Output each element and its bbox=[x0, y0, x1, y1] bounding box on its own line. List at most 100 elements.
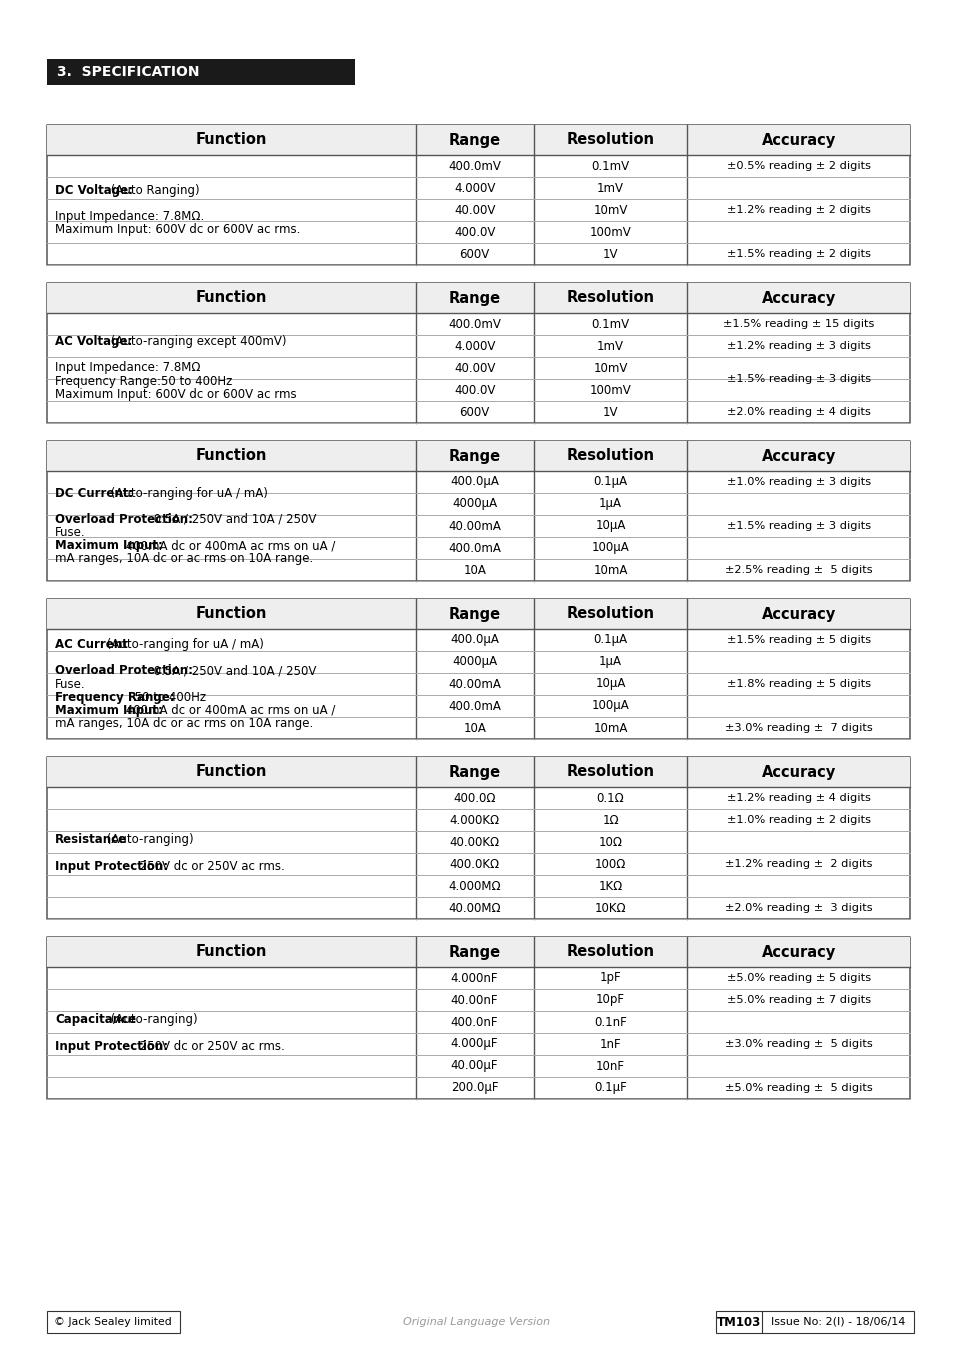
Text: 400.0mV: 400.0mV bbox=[448, 160, 500, 172]
Text: AC Voltage:: AC Voltage: bbox=[55, 336, 132, 348]
Text: (Auto-ranging for uA / mA): (Auto-ranging for uA / mA) bbox=[103, 638, 263, 651]
Text: (Auto-ranging): (Auto-ranging) bbox=[103, 833, 193, 846]
Text: ±1.2% reading ± 4 digits: ±1.2% reading ± 4 digits bbox=[726, 793, 870, 803]
Text: Function: Function bbox=[195, 133, 267, 148]
Text: 4.000MΩ: 4.000MΩ bbox=[448, 880, 500, 892]
Text: 400.0mV: 400.0mV bbox=[448, 317, 500, 330]
Text: ±3.0% reading ±  7 digits: ±3.0% reading ± 7 digits bbox=[724, 723, 872, 733]
Text: Maximum Input:: Maximum Input: bbox=[55, 704, 163, 716]
Text: ±5.0% reading ±  5 digits: ±5.0% reading ± 5 digits bbox=[724, 1083, 872, 1093]
Text: 100mV: 100mV bbox=[589, 383, 631, 397]
Text: ±1.8% reading ± 5 digits: ±1.8% reading ± 5 digits bbox=[726, 678, 870, 689]
Text: (Auto Ranging): (Auto Ranging) bbox=[108, 184, 200, 196]
Text: 100μA: 100μA bbox=[591, 700, 629, 712]
Text: 0.1μF: 0.1μF bbox=[594, 1082, 626, 1094]
Bar bbox=[47, 125, 909, 154]
Text: 40.00mA: 40.00mA bbox=[448, 520, 500, 532]
Text: ±0.5% reading ± 2 digits: ±0.5% reading ± 2 digits bbox=[726, 161, 870, 171]
Text: 400.0KΩ: 400.0KΩ bbox=[449, 857, 499, 871]
Text: Frequency Range:: Frequency Range: bbox=[55, 691, 174, 704]
Text: 10A: 10A bbox=[463, 722, 485, 734]
Text: 100mV: 100mV bbox=[589, 226, 631, 238]
Text: 400.0μA: 400.0μA bbox=[450, 475, 498, 489]
Text: Range: Range bbox=[448, 765, 500, 780]
Text: Resistance: Resistance bbox=[55, 833, 127, 846]
Text: ±1.0% reading ± 2 digits: ±1.0% reading ± 2 digits bbox=[726, 815, 870, 825]
Text: 1μA: 1μA bbox=[598, 655, 621, 669]
Text: 1mV: 1mV bbox=[597, 340, 623, 352]
Text: 10pF: 10pF bbox=[596, 994, 624, 1006]
Text: 4000μA: 4000μA bbox=[452, 655, 497, 669]
Text: Capacitance: Capacitance bbox=[55, 1013, 136, 1026]
Text: ±1.0% reading ± 3 digits: ±1.0% reading ± 3 digits bbox=[726, 477, 870, 487]
Bar bbox=[47, 441, 909, 471]
Text: (Auto-ranging): (Auto-ranging) bbox=[108, 1013, 198, 1026]
Text: 4000μA: 4000μA bbox=[452, 497, 497, 510]
Text: 10mV: 10mV bbox=[593, 203, 627, 217]
Text: TM103: TM103 bbox=[716, 1316, 760, 1328]
Text: ±1.5% reading ± 2 digits: ±1.5% reading ± 2 digits bbox=[726, 249, 870, 259]
Bar bbox=[47, 598, 909, 630]
Text: DC Voltage:: DC Voltage: bbox=[55, 184, 132, 196]
Text: Function: Function bbox=[195, 945, 267, 960]
Text: 1μA: 1μA bbox=[598, 497, 621, 510]
Text: Issue No: 2(I) - 18/06/14: Issue No: 2(I) - 18/06/14 bbox=[770, 1317, 904, 1327]
Bar bbox=[47, 283, 909, 422]
Bar bbox=[47, 1311, 180, 1332]
Text: Accuracy: Accuracy bbox=[760, 945, 835, 960]
Text: Fuse.: Fuse. bbox=[55, 527, 86, 539]
Text: AC Current: AC Current bbox=[55, 638, 128, 651]
Text: 0.5A / 250V and 10A / 250V: 0.5A / 250V and 10A / 250V bbox=[150, 665, 316, 677]
Text: 0.5A / 250V and 10A / 250V: 0.5A / 250V and 10A / 250V bbox=[150, 513, 316, 525]
Text: ±1.2% reading ± 2 digits: ±1.2% reading ± 2 digits bbox=[726, 204, 870, 215]
Text: Accuracy: Accuracy bbox=[760, 133, 835, 148]
Text: 40.00V: 40.00V bbox=[454, 362, 495, 375]
Bar bbox=[47, 757, 909, 919]
Text: 0.1μA: 0.1μA bbox=[593, 634, 627, 646]
Text: 1mV: 1mV bbox=[597, 181, 623, 195]
Text: 400.0μA: 400.0μA bbox=[450, 634, 498, 646]
Text: 0.1μA: 0.1μA bbox=[593, 475, 627, 489]
Text: Accuracy: Accuracy bbox=[760, 765, 835, 780]
Text: Range: Range bbox=[448, 291, 500, 306]
Text: DC Current:: DC Current: bbox=[55, 486, 133, 500]
Text: 1Ω: 1Ω bbox=[601, 814, 618, 826]
Text: Range: Range bbox=[448, 448, 500, 463]
Text: Maximum Input: 600V dc or 600V ac rms: Maximum Input: 600V dc or 600V ac rms bbox=[55, 387, 296, 401]
Text: ±1.5% reading ± 15 digits: ±1.5% reading ± 15 digits bbox=[722, 320, 874, 329]
Text: Input Impedance: 7.8MΩ: Input Impedance: 7.8MΩ bbox=[55, 362, 200, 375]
Text: ±1.2% reading ±  2 digits: ±1.2% reading ± 2 digits bbox=[724, 858, 871, 869]
Text: 0.1Ω: 0.1Ω bbox=[596, 792, 624, 804]
Text: 600V: 600V bbox=[459, 405, 489, 418]
Bar bbox=[47, 441, 909, 581]
Text: 10Ω: 10Ω bbox=[598, 835, 622, 849]
Text: 400.0V: 400.0V bbox=[454, 226, 495, 238]
Text: mA ranges, 10A dc or ac rms on 10A range.: mA ranges, 10A dc or ac rms on 10A range… bbox=[55, 718, 313, 730]
Text: ±1.5% reading ± 3 digits: ±1.5% reading ± 3 digits bbox=[726, 374, 870, 385]
Text: Resolution: Resolution bbox=[566, 133, 654, 148]
Text: Resolution: Resolution bbox=[566, 765, 654, 780]
Text: Range: Range bbox=[448, 133, 500, 148]
Text: Overload Protection:: Overload Protection: bbox=[55, 665, 193, 677]
Bar bbox=[716, 1311, 913, 1332]
Bar bbox=[47, 937, 909, 967]
Text: 4.000V: 4.000V bbox=[454, 181, 495, 195]
Text: Input Protection:: Input Protection: bbox=[55, 1040, 168, 1052]
Text: 400.0Ω: 400.0Ω bbox=[453, 792, 496, 804]
Text: Function: Function bbox=[195, 607, 267, 621]
Text: Original Language Version: Original Language Version bbox=[403, 1317, 550, 1327]
Text: 40.00V: 40.00V bbox=[454, 203, 495, 217]
Text: Resolution: Resolution bbox=[566, 448, 654, 463]
Text: 40.00MΩ: 40.00MΩ bbox=[448, 902, 500, 914]
Text: © Jack Sealey limited: © Jack Sealey limited bbox=[54, 1317, 172, 1327]
Text: 250V dc or 250V ac rms.: 250V dc or 250V ac rms. bbox=[135, 1040, 284, 1052]
Text: 10A: 10A bbox=[463, 563, 485, 577]
Text: 100μA: 100μA bbox=[591, 542, 629, 555]
Text: 400mA dc or 400mA ac rms on uA /: 400mA dc or 400mA ac rms on uA / bbox=[122, 704, 335, 716]
Text: 1V: 1V bbox=[602, 248, 618, 260]
Text: Overload Protection:: Overload Protection: bbox=[55, 513, 193, 525]
Text: Accuracy: Accuracy bbox=[760, 607, 835, 621]
Text: 40.00μF: 40.00μF bbox=[451, 1059, 497, 1072]
Text: ±5.0% reading ± 5 digits: ±5.0% reading ± 5 digits bbox=[726, 974, 870, 983]
Text: ±2.0% reading ± 4 digits: ±2.0% reading ± 4 digits bbox=[726, 408, 870, 417]
